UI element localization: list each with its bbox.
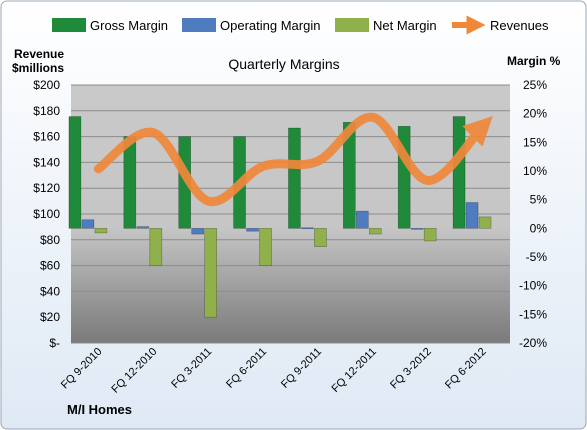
company-name: M/I Homes <box>67 402 132 417</box>
bar-net-margin <box>314 228 327 247</box>
revenue-line <box>93 112 493 207</box>
bar-net-margin <box>423 228 437 242</box>
left-tick-label: $60 <box>40 259 60 273</box>
revenue-point <box>481 124 485 128</box>
revenue-point <box>371 115 375 119</box>
legend: Gross Margin Operating Margin Net Margin… <box>52 15 549 35</box>
bar-operating-margin <box>465 202 479 229</box>
left-tick-label: $40 <box>40 284 60 298</box>
left-tick-label: $100 <box>33 207 60 221</box>
left-tick-label: $180 <box>33 104 60 118</box>
legend-label-net-margin: Net Margin <box>373 18 437 33</box>
bar-operating-margin <box>246 228 259 232</box>
left-tick-label: $20 <box>40 310 60 324</box>
right-tick-label: 20% <box>523 107 547 121</box>
bar-operating-margin <box>136 226 150 229</box>
bar-operating-margin <box>356 210 369 229</box>
bar-gross-margin <box>288 127 301 229</box>
bar-net-margin <box>94 228 108 234</box>
revenue-point <box>151 131 155 135</box>
left-tick-label: $160 <box>33 130 60 144</box>
revenue-layer <box>93 112 493 207</box>
bar-operating-margin <box>191 228 204 235</box>
legend-item-revenues: Revenues <box>452 15 549 35</box>
bar-operating-margin <box>81 219 95 229</box>
bar-operating-margin <box>410 228 424 230</box>
left-axis-title-line2: $millions <box>12 61 64 75</box>
revenue-point <box>96 167 100 171</box>
left-tick-label: $- <box>49 336 60 350</box>
bar-operating-margin <box>301 227 314 230</box>
left-tick-label: $80 <box>40 233 60 247</box>
legend-label-operating-margin: Operating Margin <box>220 18 320 33</box>
bar-gross-margin <box>452 116 466 229</box>
revenue-point <box>316 159 320 163</box>
left-tick-label: $140 <box>33 155 60 169</box>
right-axis-ticks: -20% -15% -10% -5% 0% 5% 10% 15% 20% 25% <box>519 78 547 350</box>
bar-net-margin <box>149 228 163 266</box>
right-tick-label: 5% <box>530 193 548 207</box>
right-tick-label: 15% <box>523 135 547 149</box>
left-axis-title-line1: Revenue <box>14 47 64 61</box>
right-tick-label: -10% <box>519 279 547 293</box>
legend-item-gross-margin: Gross Margin <box>52 18 168 33</box>
legend-label-revenues: Revenues <box>490 18 549 33</box>
bar-gross-margin <box>123 136 137 229</box>
bars <box>68 116 492 318</box>
bar-net-margin <box>259 228 272 266</box>
legend-label-gross-margin: Gross Margin <box>90 18 168 33</box>
right-tick-label: -20% <box>519 336 547 350</box>
right-tick-label: -5% <box>526 250 548 264</box>
bar-net-margin <box>478 216 492 229</box>
legend-item-net-margin: Net Margin <box>335 18 437 33</box>
bar-gross-margin <box>68 116 82 229</box>
right-axis-title: Margin % <box>507 54 561 68</box>
bar-net-margin <box>369 228 382 235</box>
left-axis-ticks: $- $20 $40 $60 $80 $100 $120 $140 $160 $180 $200 <box>33 78 60 350</box>
bar-gross-margin <box>343 121 356 229</box>
left-tick-label: $120 <box>33 181 60 195</box>
right-tick-label: -15% <box>519 307 547 321</box>
legend-item-operating-margin: Operating Margin <box>182 18 320 33</box>
revenue-point <box>261 164 265 168</box>
right-tick-label: 10% <box>523 164 547 178</box>
left-tick-label: $200 <box>33 78 60 92</box>
revenue-point <box>206 199 210 203</box>
revenue-point <box>426 178 430 182</box>
right-tick-label: 0% <box>530 221 548 235</box>
chart-title: Quarterly Margins <box>228 56 339 72</box>
right-tick-label: 25% <box>523 78 547 92</box>
bar-net-margin <box>204 228 217 318</box>
